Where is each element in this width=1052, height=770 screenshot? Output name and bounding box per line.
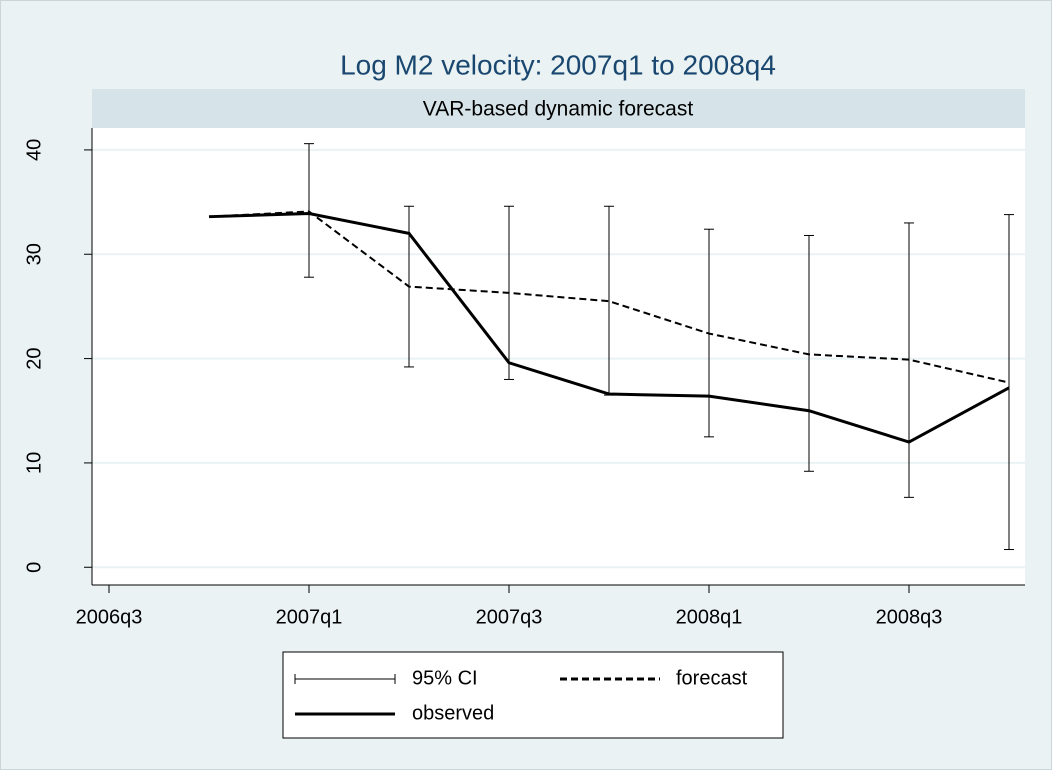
legend	[282, 651, 784, 739]
ci-bar	[1004, 214, 1014, 551]
series-line	[208, 212, 1010, 444]
ci-bar	[804, 234, 814, 472]
legend-label: observed	[412, 702, 494, 724]
plot-area	[92, 128, 1025, 585]
x-tick-label: 2008q3	[876, 606, 943, 628]
y-tick-label: 10	[23, 452, 45, 474]
x-tick-label: 2007q3	[476, 606, 543, 628]
x-tick-label: 2008q1	[676, 606, 743, 628]
legend-label: forecast	[676, 667, 748, 689]
legend-items: 95% CI forecast observed	[294, 667, 748, 724]
y-tick-label: 20	[23, 347, 45, 369]
y-tick-label: 40	[23, 139, 45, 161]
x-tick-label: 2007q1	[276, 606, 343, 628]
chart-subtitle: VAR-based dynamic forecast	[423, 98, 694, 121]
legend-label: 95% CI	[412, 667, 478, 689]
y-tick-label: 0	[23, 562, 45, 573]
x-tick-label: 2006q3	[76, 606, 143, 628]
subtitle-band	[92, 89, 1025, 128]
chart-title: Log M2 velocity: 2007q1 to 2008q4	[340, 49, 776, 80]
grid	[92, 148, 1025, 569]
ci-bar	[304, 143, 314, 278]
marks	[208, 143, 1014, 551]
ci-bar	[904, 222, 914, 498]
series-line	[208, 210, 1010, 384]
y-tick-label: 30	[23, 243, 45, 265]
